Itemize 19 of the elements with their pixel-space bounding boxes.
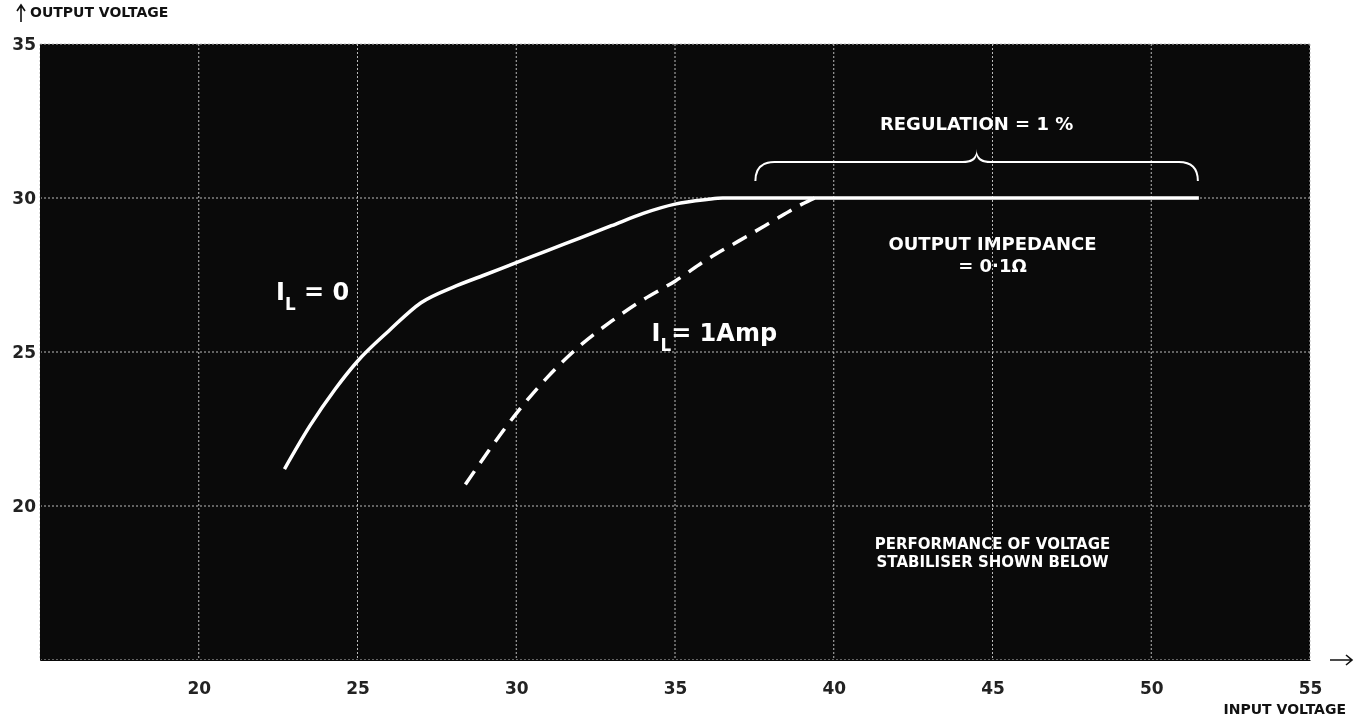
annotation: PERFORMANCE OF VOLTAGE STABILISER SHOWN BELOW — [874, 535, 1111, 572]
x-tick-label: 50 — [1139, 678, 1164, 699]
x-axis-title: INPUT VOLTAGE — [1223, 701, 1346, 717]
x-tick-label: 20 — [187, 678, 212, 699]
y-tick-label: 25 — [12, 341, 36, 362]
annotation: REGULATION = 1 % — [879, 113, 1074, 135]
y-tick-label: 20 — [12, 495, 37, 516]
annotation: OUTPUT IMPEDANCE = 0·1Ω — [888, 233, 1097, 276]
y-tick-label: 35 — [12, 33, 36, 54]
x-tick-label: 55 — [1298, 678, 1323, 699]
x-tick-label: 30 — [504, 678, 529, 699]
x-tick-label: 25 — [346, 678, 370, 699]
series-label: I$_{L}$= 1Amp — [651, 319, 778, 356]
y-tick-label: 30 — [12, 187, 37, 208]
y-axis-title: OUTPUT VOLTAGE — [30, 4, 169, 20]
series-label: I$_{L}$ = 0 — [276, 278, 350, 315]
x-tick-label: 40 — [822, 678, 847, 699]
x-tick-label: 35 — [663, 678, 688, 699]
x-tick-label: 45 — [981, 678, 1005, 699]
